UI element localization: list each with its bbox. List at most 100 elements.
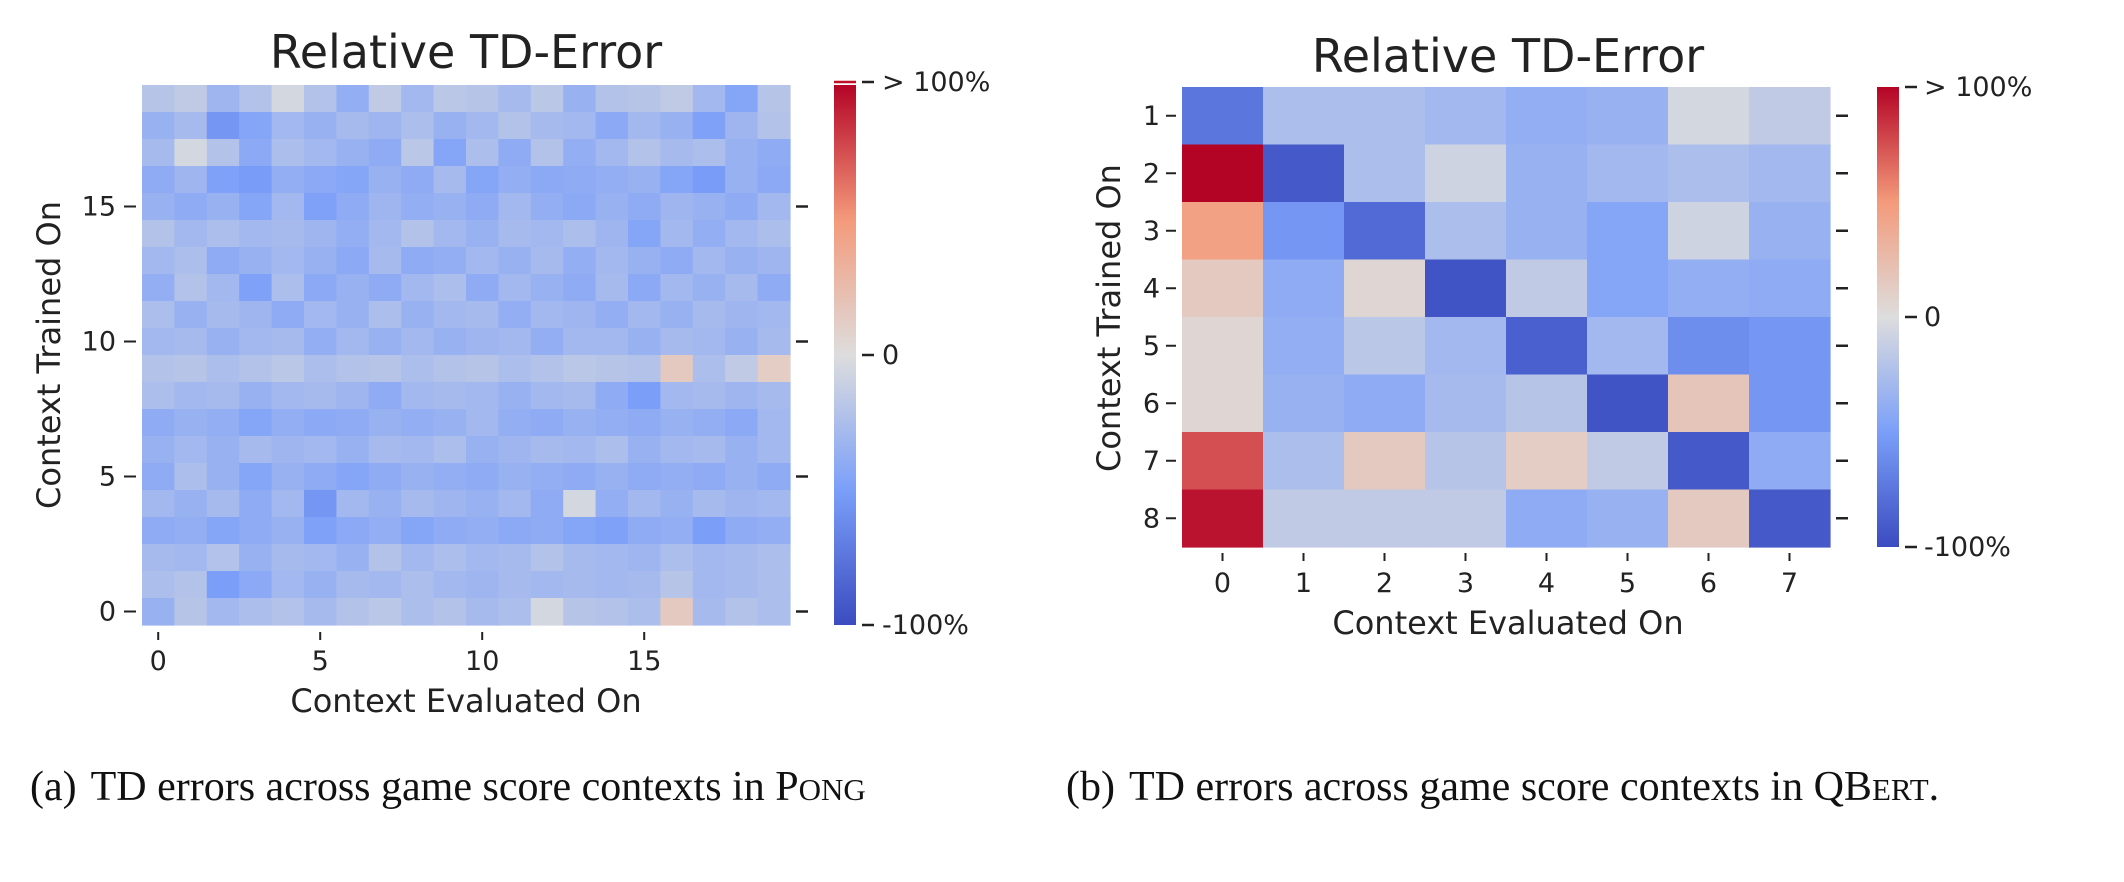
heatmap-cell	[304, 571, 337, 599]
heatmap-cell	[628, 301, 661, 329]
heatmap-cell	[368, 517, 402, 545]
heatmap-cell	[271, 544, 305, 572]
heatmap-cell	[660, 85, 694, 113]
heatmap-cell	[498, 247, 532, 275]
heatmap-cell	[1263, 374, 1345, 433]
heatmap-cell	[271, 355, 305, 383]
heatmap-cell	[757, 139, 791, 167]
heatmap-cell	[628, 139, 661, 167]
heatmap-cell	[660, 112, 694, 140]
heatmap-cell	[628, 409, 661, 437]
heatmap-cell	[628, 436, 661, 464]
heatmap-cell	[660, 193, 694, 221]
heatmap-cell	[660, 544, 694, 572]
heatmap-cell	[757, 166, 791, 194]
heatmap-cell	[368, 166, 402, 194]
y-ticks-a: 0 5 10 15	[82, 192, 808, 628]
heatmap-cell	[530, 463, 564, 491]
heatmap-cell	[466, 328, 499, 356]
heatmap-cell	[757, 544, 791, 572]
heatmap-cell	[433, 193, 467, 221]
heatmap-cell	[368, 274, 402, 302]
heatmap-cell	[206, 166, 240, 194]
heatmap-cell	[1506, 374, 1588, 433]
heatmap-cell	[336, 85, 370, 113]
heatmap-cell	[1749, 202, 1831, 261]
heatmap-cell	[401, 166, 435, 194]
heatmap-cell	[1182, 144, 1264, 203]
heatmap-cell	[239, 193, 273, 221]
heatmap-cell	[498, 463, 532, 491]
heatmap-cell	[239, 571, 273, 599]
heatmap-cell	[757, 436, 791, 464]
heatmap-cell	[1749, 374, 1831, 433]
heatmap-cell	[433, 328, 467, 356]
heatmap-cell	[628, 193, 661, 221]
heatmap-cell	[757, 112, 791, 140]
heatmap-cell	[595, 355, 629, 383]
heatmap-cell	[271, 382, 305, 410]
heatmap-cell	[368, 463, 402, 491]
heatmap-cell	[1668, 202, 1750, 261]
heatmap-cell	[1506, 432, 1588, 491]
heatmap-cell	[725, 274, 759, 302]
heatmap-cell	[628, 598, 661, 626]
heatmap-cell	[1506, 87, 1588, 146]
y-tick-label: 10	[82, 327, 116, 358]
heatmap-cell	[466, 571, 499, 599]
heatmap-cell	[174, 571, 208, 599]
heatmap-cell	[498, 571, 532, 599]
heatmap-cell	[563, 436, 597, 464]
heatmap-cell	[563, 193, 597, 221]
heatmap-cell	[725, 301, 759, 329]
heatmap-cell	[206, 517, 240, 545]
heatmap-cell	[1587, 202, 1669, 261]
heatmap-cell	[142, 301, 175, 329]
heatmap-cell	[692, 85, 726, 113]
heatmap-cell	[595, 409, 629, 437]
heatmap-cell	[498, 436, 532, 464]
heatmap-cell	[206, 274, 240, 302]
heatmap-cell	[660, 274, 694, 302]
heatmap-cell	[725, 355, 759, 383]
heatmap-cell	[563, 409, 597, 437]
heatmap-cell	[142, 544, 175, 572]
colorbar-a	[834, 85, 856, 625]
colorbar-b	[1877, 87, 1899, 547]
heatmap-cell	[1587, 87, 1669, 146]
heatmap-cell	[498, 301, 532, 329]
heatmap-cell	[530, 598, 564, 626]
heatmap-cell	[725, 328, 759, 356]
heatmap-cell	[628, 382, 661, 410]
y-tick-label: 5	[1143, 331, 1160, 362]
heatmap-cell	[1425, 87, 1507, 146]
heatmap-cell	[142, 571, 175, 599]
heatmap-cell	[1506, 202, 1588, 261]
colorbar-ticks-a	[862, 80, 874, 627]
heatmap-cell	[757, 598, 791, 626]
heatmap-cell	[142, 112, 175, 140]
x-ticks-b: 0 1 2 3 4 5 6 7	[1214, 553, 1798, 599]
heatmap-cell	[1344, 202, 1426, 261]
heatmap-cell	[595, 193, 629, 221]
x-axis-label-a: Context Evaluated On	[290, 682, 641, 720]
heatmap-cell	[692, 571, 726, 599]
heatmap-cell	[757, 463, 791, 491]
caption-a-game-rest: ONG	[799, 772, 866, 807]
heatmap-cell	[304, 328, 337, 356]
heatmap-cell	[336, 517, 370, 545]
heatmap-cell	[1182, 432, 1264, 491]
heatmap-cell	[1668, 317, 1750, 376]
heatmap-cell	[1344, 87, 1426, 146]
heatmap-cell	[563, 274, 597, 302]
heatmap-cell	[206, 382, 240, 410]
colorbar-bottom-label-b: -100%	[1924, 532, 2011, 563]
heatmap-cell	[1668, 87, 1750, 146]
heatmap-cell	[206, 544, 240, 572]
heatmap-cell	[142, 490, 175, 518]
colorbar-top-label-a: > 100%	[882, 67, 990, 98]
panel-a: Relative TD-Error 0 5 10 15 0 5 10 15 Context …	[30, 25, 990, 720]
heatmap-cell	[368, 220, 402, 248]
heatmap-cell	[530, 112, 564, 140]
heatmap-cell	[660, 463, 694, 491]
